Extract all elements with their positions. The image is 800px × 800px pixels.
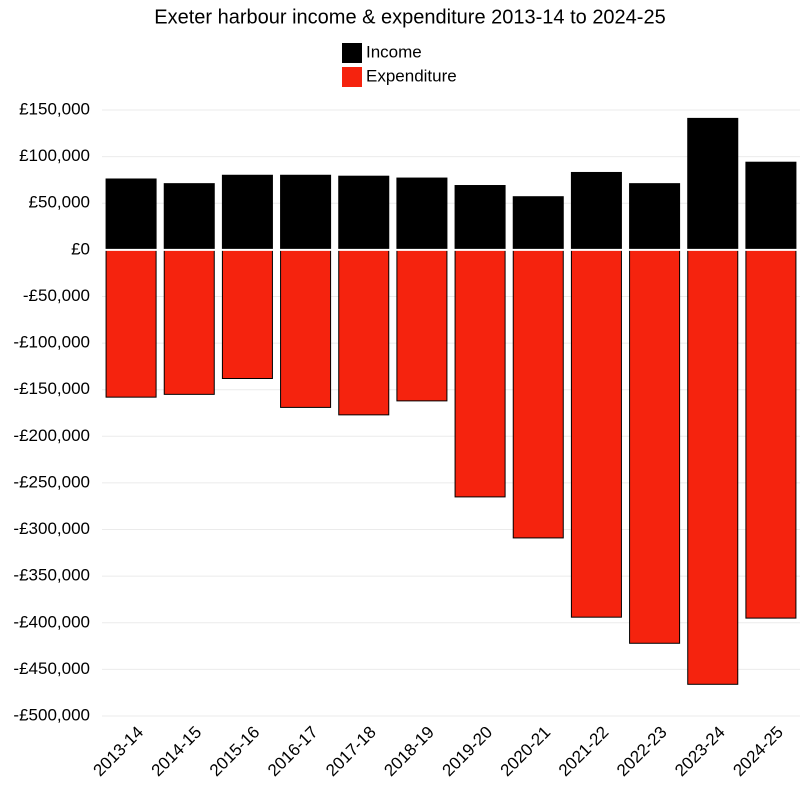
bar (105, 249, 157, 398)
x-tick-label: 2015-16 (206, 723, 264, 781)
y-tick-label: -£50,000 (23, 286, 90, 305)
bar (338, 249, 390, 416)
x-tick-label: 2023-24 (671, 723, 729, 781)
bar (745, 161, 797, 251)
y-tick-label: -£150,000 (13, 379, 90, 398)
bar (745, 249, 797, 619)
y-tick-label: £0 (71, 239, 90, 258)
bar (338, 175, 390, 251)
x-tick-label: 2013-14 (90, 723, 148, 781)
bar (454, 249, 506, 498)
bar (280, 249, 332, 408)
x-tick-label: 2024-25 (729, 723, 787, 781)
bar (629, 249, 681, 644)
x-tick-label: 2016-17 (264, 723, 322, 781)
x-tick-label: 2022-23 (613, 723, 671, 781)
legend-label: Expenditure (366, 66, 457, 85)
x-tick-label: 2014-15 (148, 723, 206, 781)
legend-swatch (342, 67, 362, 87)
bar (512, 196, 564, 251)
legend-label: Income (366, 42, 422, 61)
y-tick-label: £50,000 (29, 193, 90, 212)
y-tick-label: -£300,000 (13, 519, 90, 538)
bar (221, 249, 273, 380)
x-tick-label: 2018-19 (380, 723, 438, 781)
y-tick-label: -£200,000 (13, 426, 90, 445)
bar (280, 174, 332, 251)
bar (512, 249, 564, 539)
y-tick-label: -£500,000 (13, 705, 90, 724)
bar (163, 249, 215, 395)
bar (629, 183, 681, 251)
bar (687, 117, 739, 251)
y-tick-label: -£400,000 (13, 612, 90, 631)
bar (687, 249, 739, 685)
y-tick-label: £150,000 (19, 99, 90, 118)
bar (570, 249, 622, 618)
x-tick-label: 2017-18 (322, 723, 380, 781)
chart-title: Exeter harbour income & expenditure 2013… (154, 6, 665, 28)
bar (454, 185, 506, 251)
y-tick-label: -£350,000 (13, 566, 90, 585)
y-tick-label: -£100,000 (13, 333, 90, 352)
y-tick-label: -£450,000 (13, 659, 90, 678)
bar (221, 174, 273, 251)
x-tick-label: 2021-22 (555, 723, 613, 781)
y-tick-label: -£250,000 (13, 472, 90, 491)
bar (105, 178, 157, 251)
x-tick-label: 2019-20 (439, 723, 497, 781)
bar (396, 249, 448, 402)
bar (163, 183, 215, 251)
y-tick-label: £100,000 (19, 146, 90, 165)
bar (570, 171, 622, 251)
x-tick-label: 2020-21 (497, 723, 555, 781)
bar (396, 177, 448, 251)
legend-swatch (342, 43, 362, 63)
